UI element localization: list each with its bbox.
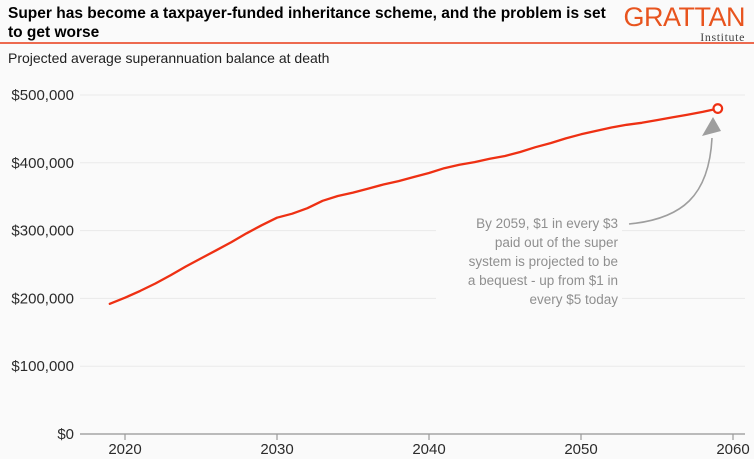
annotation-line: By 2059, $1 in every $3 <box>476 216 618 231</box>
chart-headline: Super has become a taxpayer-funded inher… <box>8 5 633 42</box>
y-tick-label: $0 <box>57 426 74 443</box>
endpoint-marker <box>712 103 724 114</box>
header-divider <box>0 42 754 44</box>
x-tick-label: 2040 <box>412 441 445 458</box>
x-tick-label: 2030 <box>260 441 293 458</box>
annotation-line: every $5 today <box>529 292 618 307</box>
grattan-logo: GRATTAN Institute <box>623 2 746 44</box>
annotation-arrow-shaft <box>628 137 713 225</box>
grattan-logo-wordmark: GRATTAN <box>623 2 746 32</box>
y-tick-label: $300,000 <box>11 223 74 240</box>
chart-subtitle: Projected average superannuation balance… <box>8 50 330 66</box>
headline-line-2: to get worse <box>8 23 100 41</box>
grattan-logo-institute: Institute <box>700 30 745 44</box>
y-tick-label: $400,000 <box>11 155 74 172</box>
annotation-text: By 2059, $1 in every $3 paid out of the … <box>436 212 622 311</box>
x-tick-label: 2050 <box>564 441 597 458</box>
annotation-line: system is projected to be <box>468 254 618 269</box>
x-tick-label: 2020 <box>108 441 141 458</box>
projection-line <box>108 107 719 305</box>
headline-line-1: Super has become a taxpayer-funded inher… <box>8 5 606 22</box>
annotation-line: paid out of the super <box>494 235 618 250</box>
y-tick-label: $100,000 <box>11 358 74 375</box>
y-tick-label: $200,000 <box>11 290 74 307</box>
annotation-line: a bequest - up from $1 in <box>467 273 618 288</box>
y-tick-label: $500,000 <box>11 87 74 104</box>
annotation-arrow-head <box>702 117 721 136</box>
x-tick-label: 2060 <box>716 441 749 458</box>
